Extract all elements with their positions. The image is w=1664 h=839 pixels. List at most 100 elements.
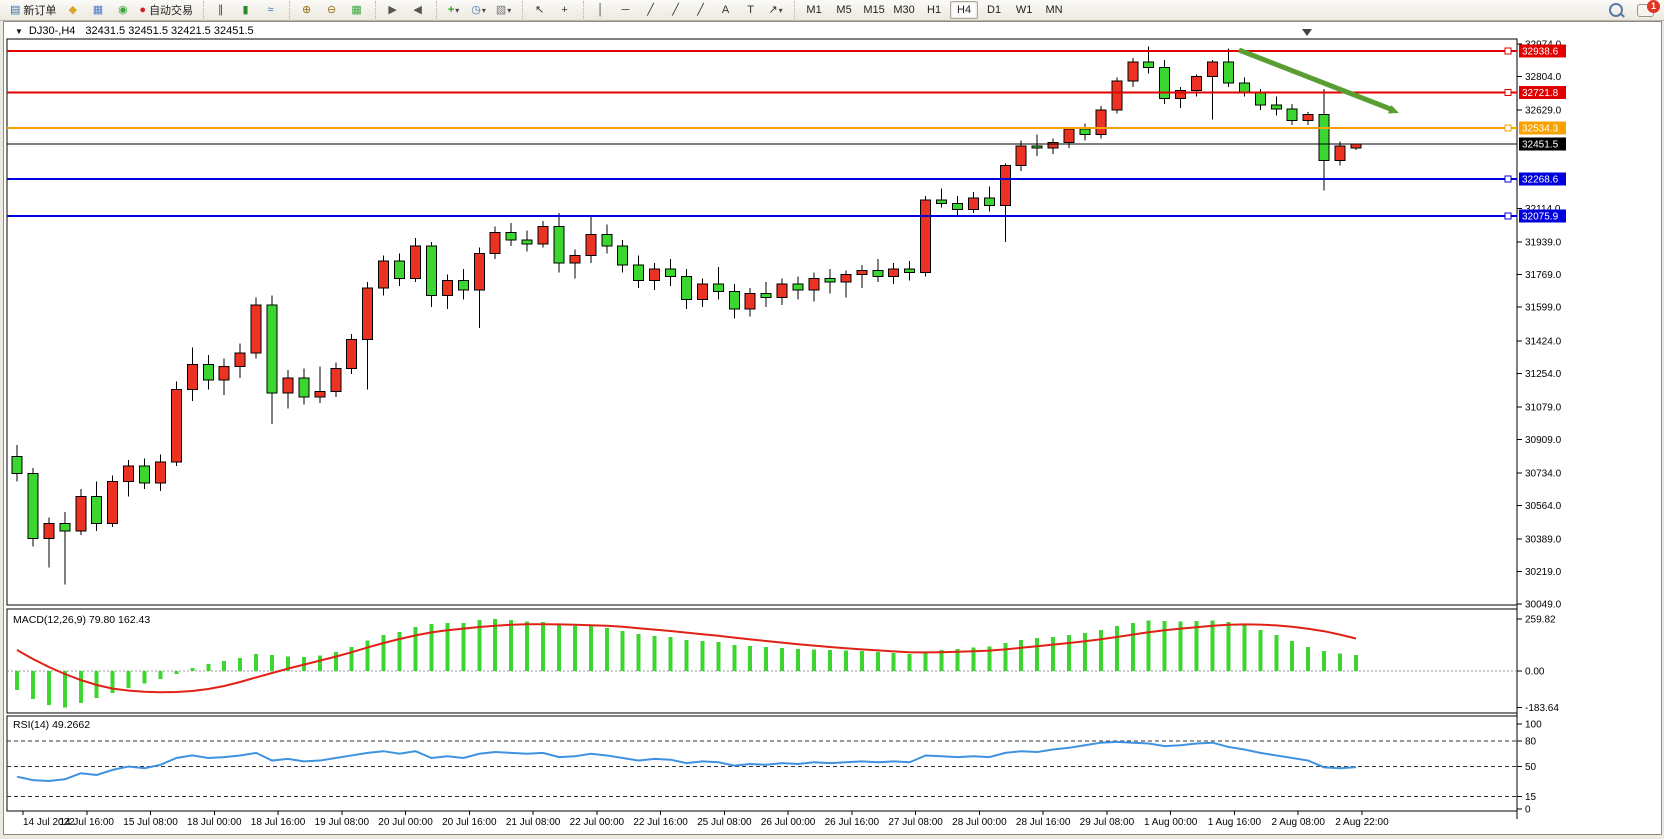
toolbar-right-group: 1: [1609, 0, 1664, 17]
svg-text:15 Jul 08:00: 15 Jul 08:00: [123, 817, 178, 828]
arrows-button[interactable]: ↗ ▾: [764, 1, 787, 19]
rsi-label: RSI(14) 49.2662: [13, 719, 90, 731]
crosshair-button[interactable]: +: [553, 1, 576, 19]
tile-windows-button[interactable]: ▦: [345, 1, 368, 19]
svg-text:26 Jul 16:00: 26 Jul 16:00: [825, 817, 880, 828]
auto-scroll-button[interactable]: ▶: [381, 1, 404, 19]
svg-text:32721.8: 32721.8: [1522, 88, 1559, 99]
price-tag: [1519, 172, 1566, 186]
trendline-icon: ╱: [647, 3, 654, 16]
horizontal-line-button[interactable]: ─: [614, 1, 637, 19]
pointer-group: ↖ +: [522, 1, 581, 19]
text-label-button[interactable]: T: [739, 1, 762, 19]
macd-panel-content: 259.82 0.00 -183.64 MACD(12,26,9) 79.80 162…: [7, 614, 1559, 714]
timeframe-button-m30[interactable]: M30: [893, 4, 915, 16]
main-toolbar: ▤ 新订单 ◆ ▦ ◉ ● 自动交易 ∥ ▮ ≈ ⊕ ⊖ ▦ ▶ ◀ + ▾ ◷ ▾ ▧ ▾ ↖ + │ ─ ╱ ╱ ╱ A T ↗ ▾ M1 M…: [0, 0, 1664, 21]
line-handle[interactable]: [1504, 212, 1512, 220]
rsi-line: [16, 740, 1357, 782]
fibonacci-button[interactable]: ╱: [689, 1, 712, 19]
main-panel[interactable]: [6, 38, 1518, 606]
timeframe-button-m15[interactable]: M15: [863, 4, 885, 16]
timeframe-button-d1[interactable]: D1: [987, 4, 1002, 16]
timeframe-button-mn[interactable]: MN: [1045, 4, 1063, 16]
periods-button[interactable]: ◷ ▾: [467, 1, 490, 19]
vertical-line-button[interactable]: │: [589, 1, 612, 19]
svg-text:30219.0: 30219.0: [1525, 567, 1562, 578]
templates-button[interactable]: ▧ ▾: [492, 1, 515, 19]
svg-text:100: 100: [1525, 720, 1542, 731]
svg-text:2 Aug 22:00: 2 Aug 22:00: [1335, 817, 1389, 828]
macd-label: MACD(12,26,9) 79.80 162.43: [13, 614, 150, 626]
bar-chart-button[interactable]: ∥: [209, 1, 232, 19]
data-signal-button[interactable]: ◉: [111, 1, 134, 19]
candlestick-chart-button[interactable]: ▮: [234, 1, 257, 19]
indicators-button[interactable]: + ▾: [442, 1, 465, 19]
rsi-panel[interactable]: [6, 715, 1518, 812]
svg-text:30734.0: 30734.0: [1525, 468, 1562, 479]
auto-trading-button[interactable]: ● 自动交易: [136, 1, 196, 19]
tile-windows-icon: ▦: [351, 3, 362, 16]
market-watch-button[interactable]: ▦: [86, 1, 109, 19]
zoom-in-button[interactable]: ⊕: [295, 1, 318, 19]
new-order-button[interactable]: ▤ 新订单: [7, 1, 59, 19]
svg-text:29 Jul 08:00: 29 Jul 08:00: [1080, 817, 1135, 828]
chevron-down-icon: ▾: [455, 5, 460, 15]
candlestick-icon: ▮: [242, 3, 249, 16]
svg-text:28 Jul 00:00: 28 Jul 00:00: [952, 817, 1007, 828]
trend-arrow[interactable]: [1238, 47, 1399, 114]
timeframe-button-m5[interactable]: M5: [836, 4, 852, 16]
horizontal-lines-layer[interactable]: 32938.6 32721.8 32534.3 32451.5 32268.6 32075…: [7, 44, 1566, 223]
search-icon[interactable]: [1609, 3, 1623, 17]
svg-text:32938.6: 32938.6: [1522, 46, 1559, 57]
svg-text:22 Jul 16:00: 22 Jul 16:00: [633, 817, 688, 828]
notifications-icon[interactable]: 1: [1637, 0, 1660, 17]
timeframe-button-m1[interactable]: M1: [806, 4, 822, 16]
line-handle[interactable]: [1504, 47, 1512, 55]
chart-shift-marker[interactable]: [1302, 29, 1312, 36]
zoom-in-icon: ⊕: [301, 3, 312, 16]
crosshair-icon: +: [561, 3, 568, 16]
window-icon: ▦: [92, 3, 104, 16]
svg-text:0: 0: [1525, 805, 1531, 816]
chevron-down-icon: ▾: [778, 5, 783, 15]
svg-text:31599.0: 31599.0: [1525, 303, 1562, 314]
svg-text:1 Aug 00:00: 1 Aug 00:00: [1144, 817, 1198, 828]
line-handle[interactable]: [1504, 88, 1512, 96]
cursor-button[interactable]: ↖: [528, 1, 551, 19]
chart-profiles-button[interactable]: ◆: [61, 1, 84, 19]
timeframe-button-w1[interactable]: W1: [1015, 4, 1033, 16]
zoom-out-icon: ⊖: [326, 3, 337, 16]
cursor-icon: ↖: [534, 3, 545, 16]
price-tag: [1519, 137, 1566, 151]
zoom-group: ⊕ ⊖ ▦: [289, 1, 373, 19]
zoom-out-button[interactable]: ⊖: [320, 1, 343, 19]
channel-button[interactable]: ╱: [664, 1, 687, 19]
svg-text:30909.0: 30909.0: [1525, 435, 1562, 446]
svg-text:31939.0: 31939.0: [1525, 238, 1562, 249]
line-handle[interactable]: [1504, 124, 1512, 132]
chart-shift-button[interactable]: ◀: [406, 1, 429, 19]
price-tag: [1519, 209, 1566, 223]
chart-symbol-label: DJ30-,H4: [28, 25, 76, 37]
chart-title-bar[interactable]: ▼ DJ30-,H4 32431.5 32451.5 32421.5 32451…: [12, 25, 257, 37]
line-chart-button[interactable]: ≈: [259, 1, 282, 19]
chart-dropdown-icon[interactable]: ▼: [15, 26, 23, 36]
timeframe-button-h4[interactable]: H4: [950, 1, 979, 19]
svg-text:28 Jul 16:00: 28 Jul 16:00: [1016, 817, 1071, 828]
macd-panel[interactable]: [6, 608, 1518, 714]
signal-icon: ◉: [118, 3, 128, 16]
timeframe-button-h1[interactable]: H1: [927, 4, 942, 16]
timeframe-group: M1 M5 M15 M30 H1 H4 D1 W1 MN: [794, 1, 1073, 19]
chart-window[interactable]: ▼ DJ30-,H4 32431.5 32451.5 32421.5 32451…: [3, 21, 1662, 835]
chart-type-group: ∥ ▮ ≈: [203, 1, 287, 19]
bar-chart-icon: ∥: [217, 3, 224, 16]
fibonacci-icon: ╱: [697, 3, 704, 16]
svg-text:32629.0: 32629.0: [1525, 106, 1562, 117]
new-order-button-label: 新订单: [23, 5, 57, 17]
auto-scroll-icon: ▶: [388, 3, 397, 16]
line-handle[interactable]: [1504, 175, 1512, 183]
text-button[interactable]: A: [714, 1, 737, 19]
chart-canvas[interactable]: 32974.032804.032629.032114.031939.031769…: [4, 22, 1659, 832]
trendline-button[interactable]: ╱: [639, 1, 662, 19]
